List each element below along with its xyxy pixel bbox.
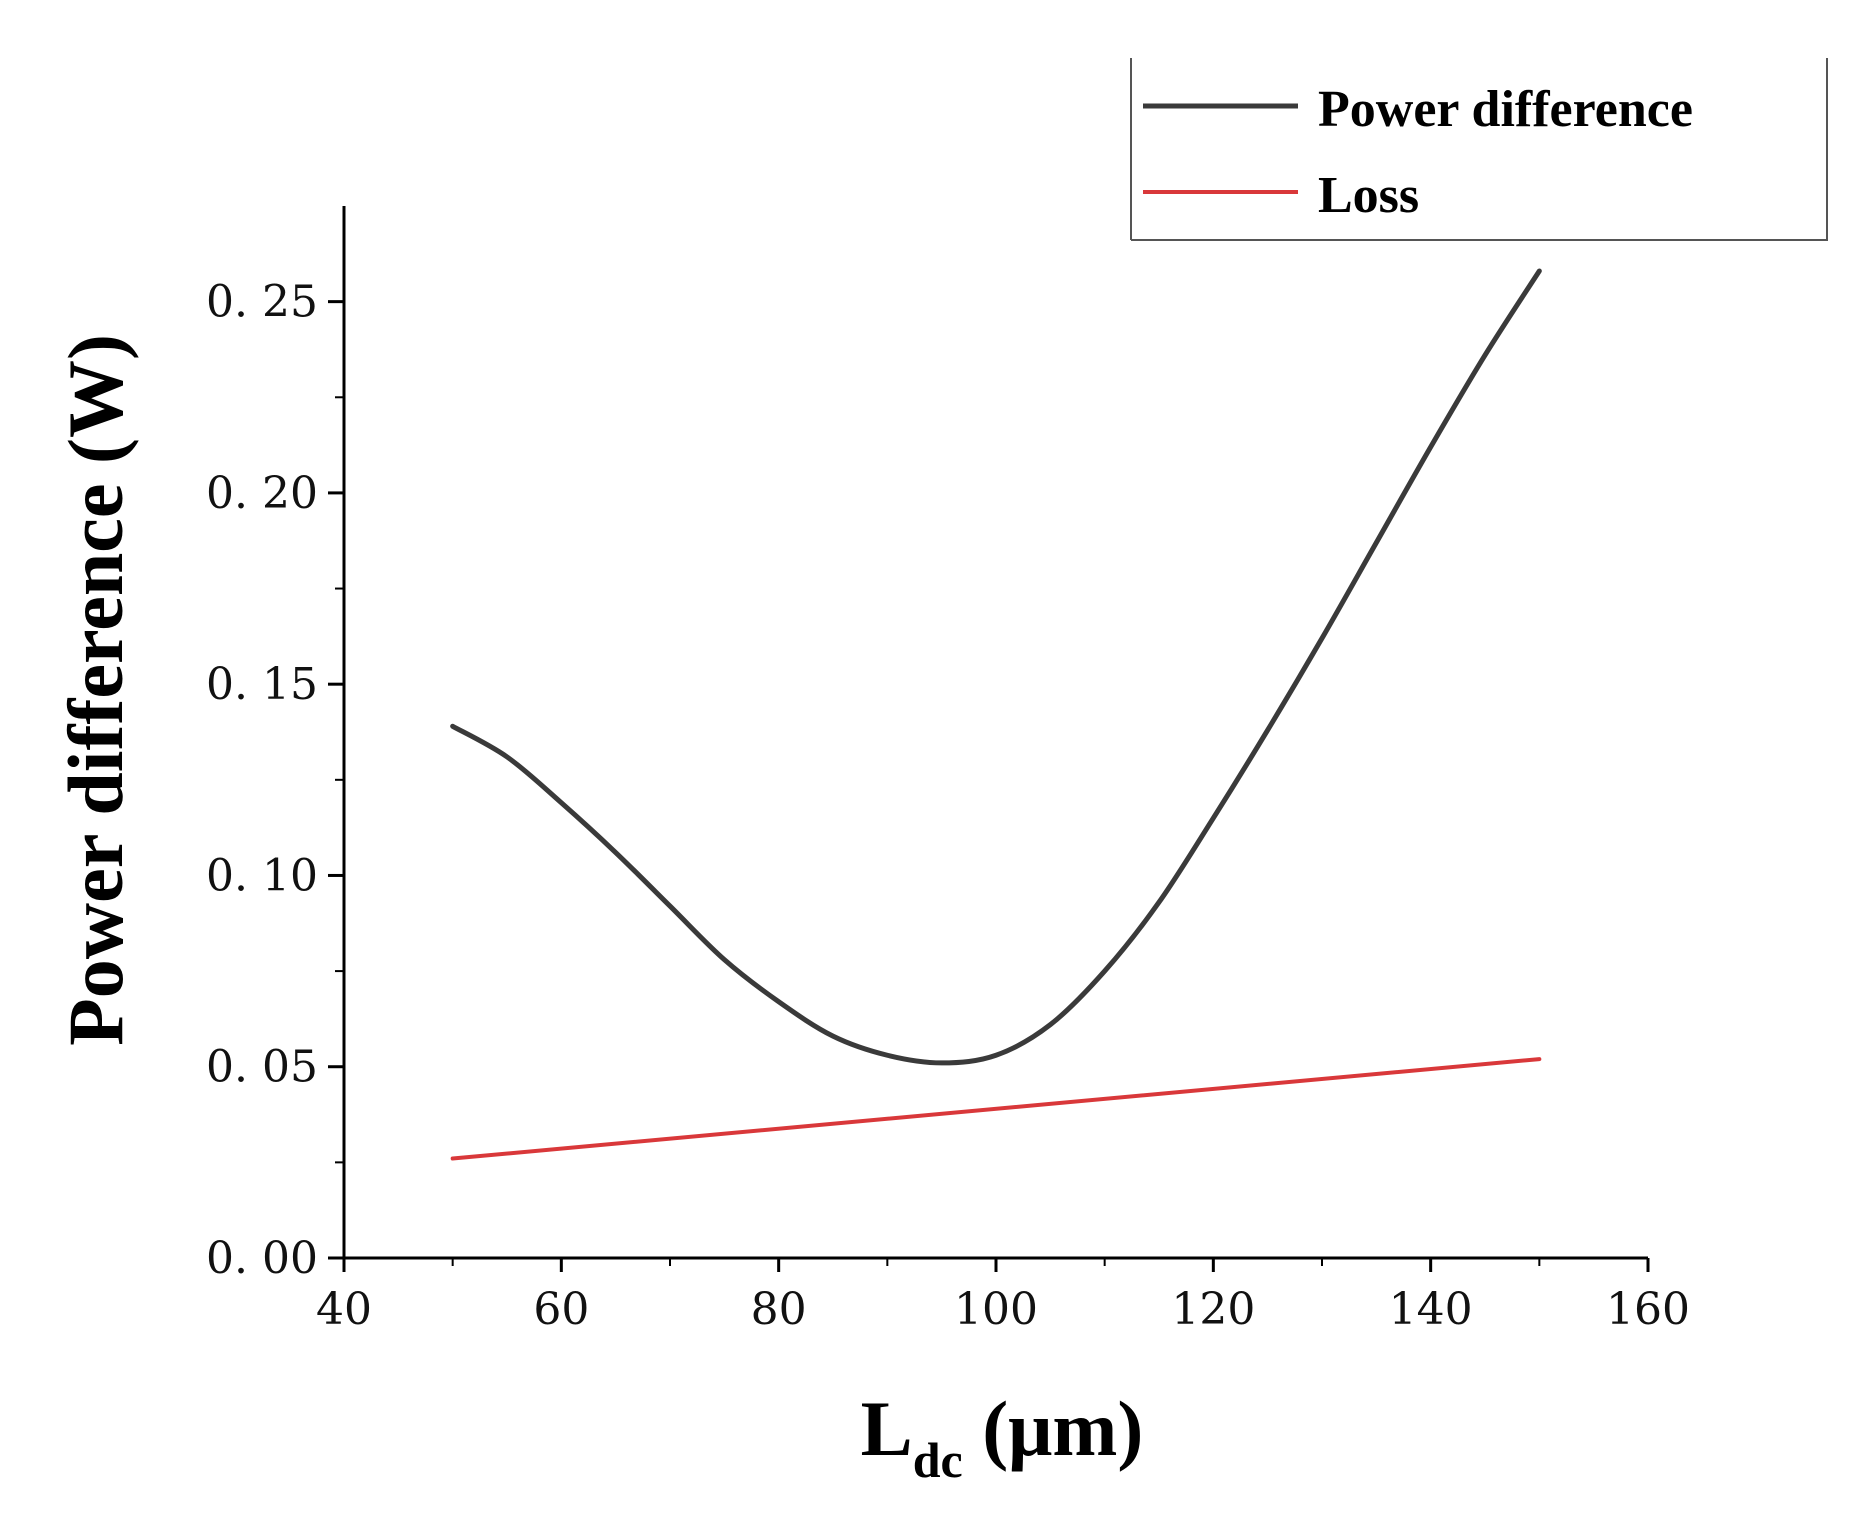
x-tick-label: 60 bbox=[533, 1284, 589, 1335]
x-tick-label: 120 bbox=[1171, 1284, 1255, 1335]
series-line-power-difference bbox=[450, 268, 1542, 1066]
y-tick-label: 0. 20 bbox=[206, 468, 318, 519]
x-tick-label: 160 bbox=[1606, 1284, 1690, 1335]
legend-box bbox=[1130, 58, 1828, 241]
y-axis-title-text: Power difference (W) bbox=[52, 334, 139, 1046]
x-tick-label: 140 bbox=[1389, 1284, 1473, 1335]
x-axis-title: Ldc (μm) bbox=[861, 1385, 1144, 1488]
series-line-loss bbox=[450, 1057, 1542, 1161]
series-layer bbox=[450, 268, 1542, 1161]
x-tick-label: 40 bbox=[316, 1284, 372, 1335]
legend-label-power-difference: Power difference bbox=[1318, 81, 1693, 138]
legend-label-loss: Loss bbox=[1318, 167, 1419, 224]
y-tick-label: 0. 05 bbox=[206, 1042, 318, 1093]
y-axis-title: Power difference (W) bbox=[52, 334, 139, 1046]
y-tick-label: 0. 00 bbox=[206, 1233, 318, 1284]
y-tick-label: 0. 10 bbox=[206, 850, 318, 901]
axes: 40 60 80 100 120 140 160 0. 00 0. 05 0. 10 0. 15 0.… bbox=[206, 206, 1690, 1335]
y-tick-label: 0. 15 bbox=[206, 659, 318, 710]
y-tick-label: 0. 25 bbox=[206, 277, 318, 328]
x-axis-title-unit: (μm) bbox=[963, 1385, 1144, 1472]
legend: Power difference Loss bbox=[1130, 58, 1828, 241]
x-axis-title-main: L bbox=[861, 1385, 913, 1472]
x-tick-label: 100 bbox=[954, 1284, 1038, 1335]
x-axis-title-sub: dc bbox=[913, 1432, 963, 1488]
x-tick-label: 80 bbox=[751, 1284, 807, 1335]
